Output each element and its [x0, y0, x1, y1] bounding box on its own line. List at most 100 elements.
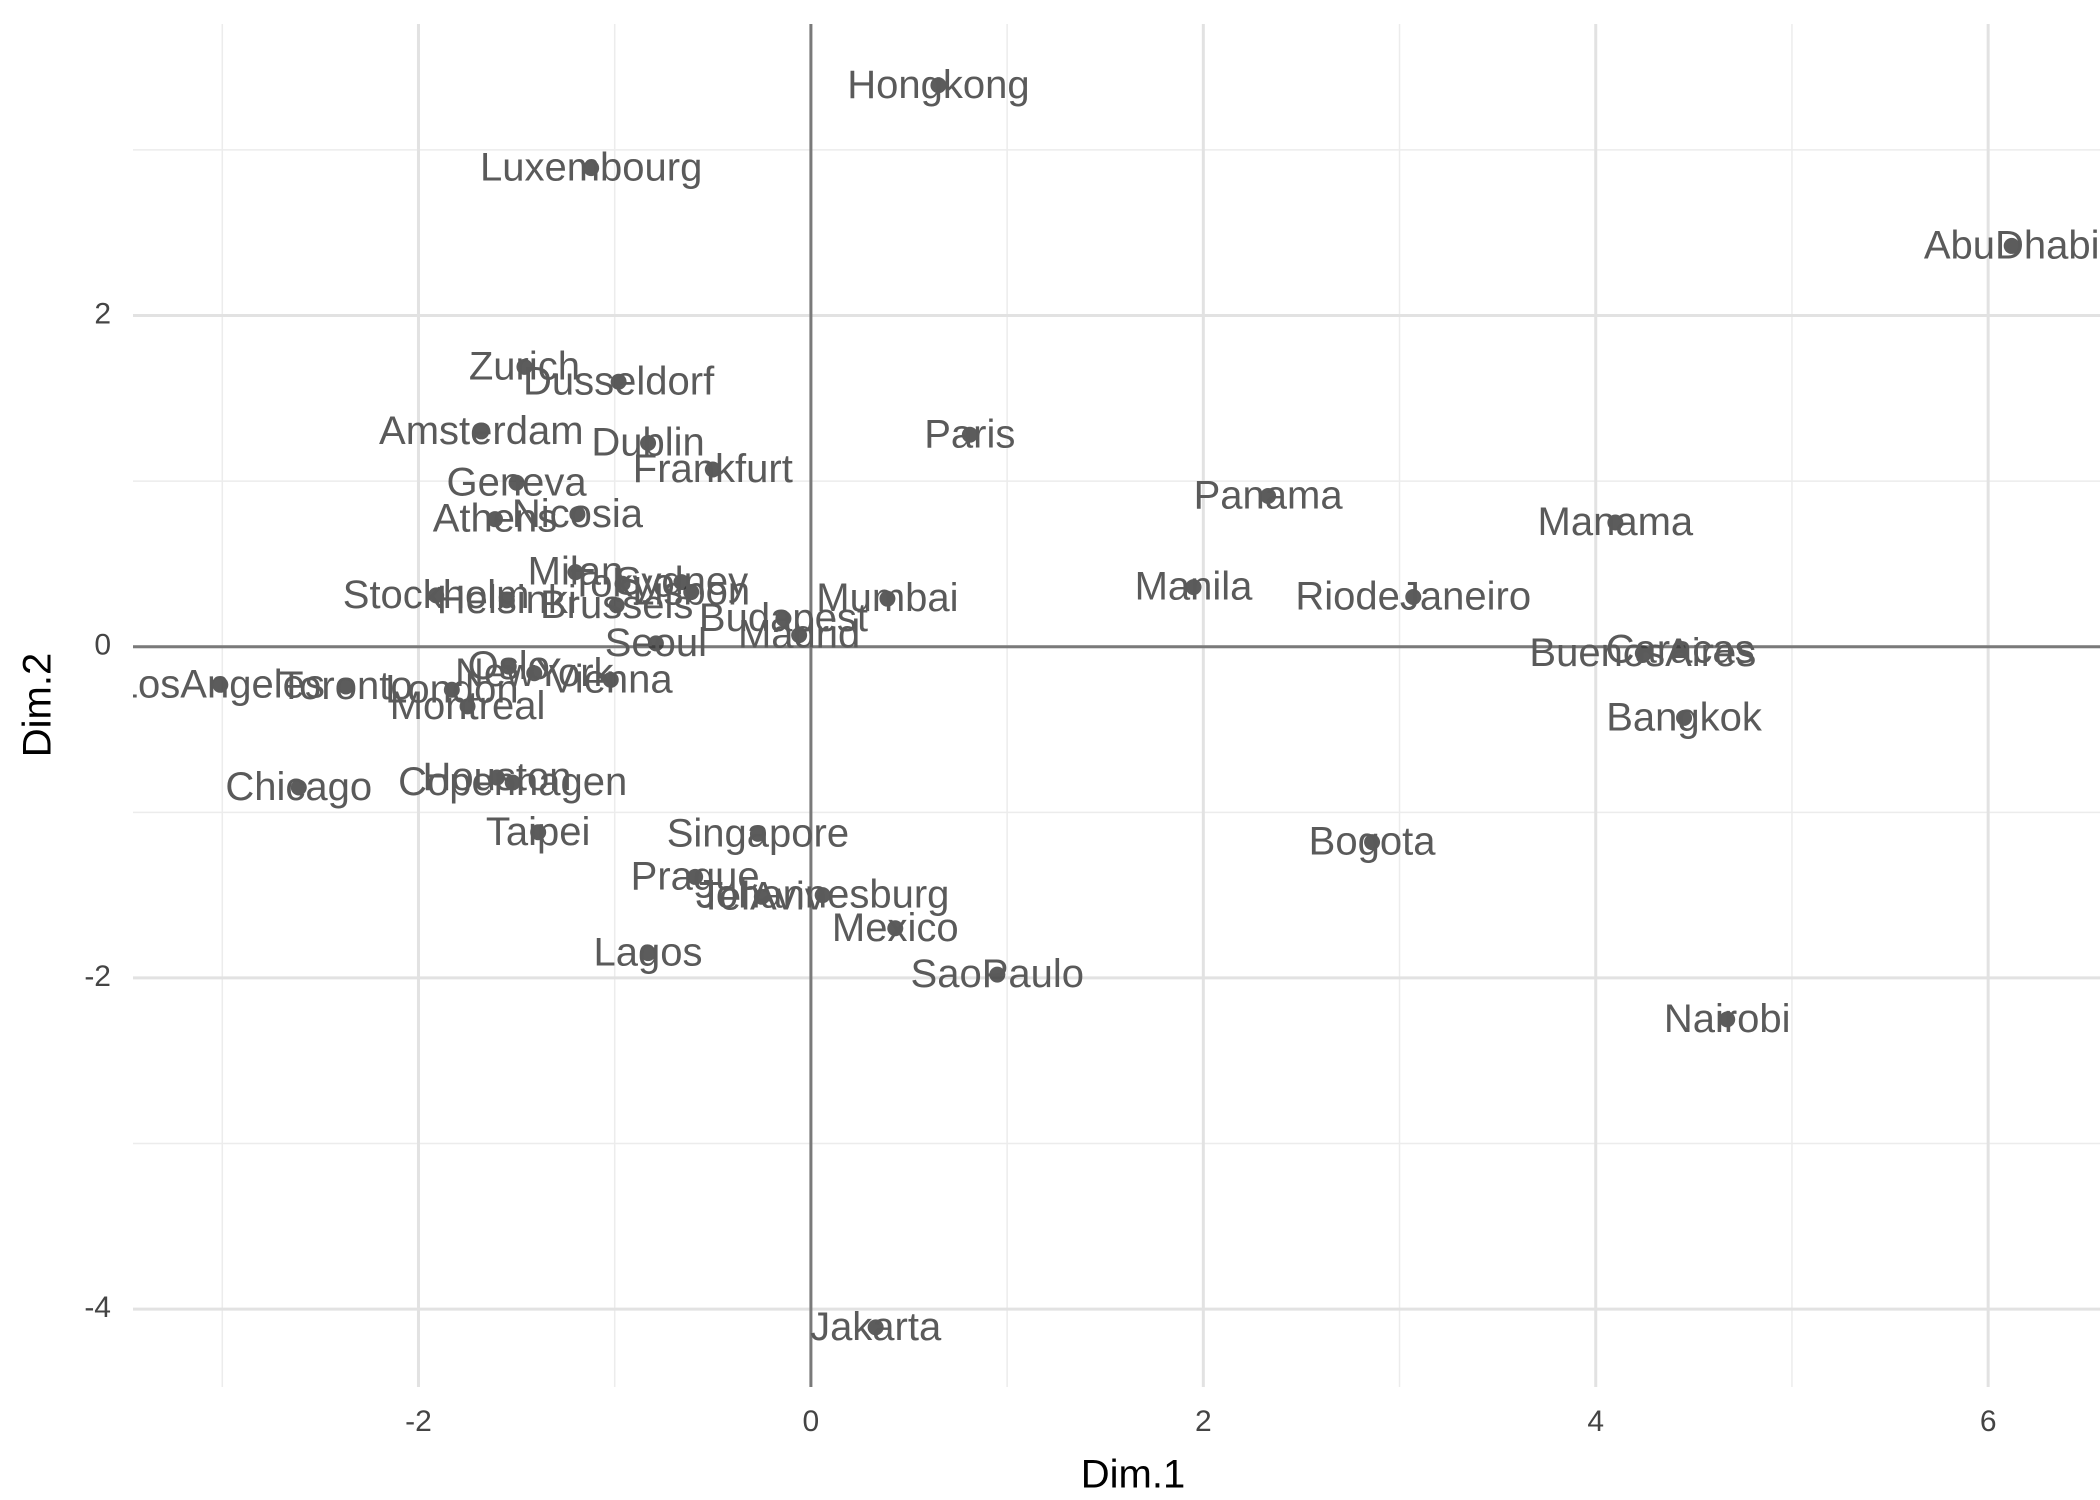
- point: [1185, 579, 1202, 596]
- x-tick-label: -2: [405, 1405, 432, 1438]
- point: [989, 966, 1006, 983]
- point: [569, 506, 586, 523]
- point: [753, 888, 770, 905]
- point-label: Copenhagen: [398, 760, 627, 804]
- point-label: Panama: [1194, 474, 1344, 518]
- point: [290, 779, 307, 796]
- point-label: Athens: [433, 497, 558, 541]
- point: [775, 610, 792, 627]
- y-tick-label: -4: [84, 1291, 111, 1324]
- x-tick-label: 6: [1980, 1405, 1997, 1438]
- point: [500, 658, 517, 675]
- point-label: Taipei: [486, 810, 591, 854]
- y-tick-label: 2: [94, 297, 111, 330]
- point: [530, 824, 547, 841]
- point-label: Geneva: [447, 460, 588, 504]
- point-label: RiodeJaneiro: [1295, 575, 1531, 619]
- point: [1672, 642, 1689, 659]
- point: [879, 590, 896, 607]
- point-label: Chicago: [225, 765, 372, 809]
- point: [508, 474, 525, 491]
- point: [930, 77, 947, 94]
- point-label: Manama: [1538, 500, 1694, 544]
- point-label: Amsterdam: [379, 409, 584, 453]
- point-label: Jakarta: [810, 1305, 942, 1349]
- point-label: SaoPaulo: [911, 952, 1084, 996]
- point: [610, 373, 627, 390]
- point: [749, 825, 766, 842]
- point-label: Oslo: [468, 644, 550, 688]
- point-label: TelAviv: [699, 874, 825, 918]
- y-axis-title: Dim.2: [16, 653, 60, 757]
- point-label: Caracas: [1606, 628, 1755, 672]
- point-label: Mexico: [832, 906, 959, 950]
- point: [2003, 237, 2020, 254]
- x-axis-title: Dim.1: [1081, 1453, 1185, 1497]
- point: [814, 887, 831, 904]
- point-label: Brussels: [540, 583, 693, 627]
- point-label: London: [385, 667, 518, 711]
- point: [1634, 645, 1651, 662]
- point-label: Luxembourg: [480, 146, 702, 190]
- point-label: Paris: [924, 412, 1015, 456]
- point: [583, 160, 600, 177]
- x-tick-label: 4: [1587, 1405, 1604, 1438]
- point-label: Manila: [1135, 565, 1254, 609]
- point: [1719, 1011, 1736, 1028]
- point-label: Lisbon: [632, 570, 750, 614]
- point: [602, 671, 619, 688]
- point-label: Lagos: [594, 931, 703, 975]
- point-label: LosAngeles: [116, 662, 325, 706]
- point-label: Bangkok: [1606, 695, 1763, 739]
- point: [504, 774, 521, 791]
- point: [791, 627, 808, 644]
- point: [673, 574, 690, 591]
- point-label: Sydney: [615, 560, 748, 604]
- point-label: Budapest: [699, 596, 868, 640]
- point-label: Helsinki: [437, 578, 577, 622]
- point: [1607, 514, 1624, 531]
- x-tick-label: 0: [803, 1405, 820, 1438]
- point: [526, 665, 543, 682]
- point: [961, 426, 978, 443]
- point-label: Milan: [528, 550, 624, 594]
- point: [1364, 834, 1381, 851]
- point: [1260, 487, 1277, 504]
- x-tick-label: 2: [1195, 1405, 1212, 1438]
- point-label: Prague: [631, 854, 760, 898]
- point: [867, 1319, 884, 1336]
- point: [443, 681, 460, 698]
- y-tick-label: -2: [84, 960, 111, 993]
- point-label: Tokyo: [570, 561, 675, 605]
- point: [428, 587, 445, 604]
- point-label: Dusseldorf: [523, 359, 715, 403]
- point-label: Montreal: [390, 684, 546, 728]
- point-label: Nairobi: [1664, 997, 1791, 1041]
- point: [473, 423, 490, 440]
- point: [608, 597, 625, 614]
- point-label: NewYork: [455, 651, 615, 695]
- point: [1676, 709, 1693, 726]
- point: [887, 920, 904, 937]
- point-label: Frankfurt: [633, 447, 793, 491]
- point: [704, 461, 721, 478]
- point-label: Hongkong: [847, 63, 1029, 107]
- point: [516, 358, 533, 375]
- point-label: Toronto: [279, 664, 412, 708]
- point: [614, 575, 631, 592]
- point-label: Zurich: [469, 344, 580, 388]
- point-label: Madrid: [738, 613, 860, 657]
- point-label: AbuDhabi: [1924, 223, 2100, 267]
- point-label: Seoul: [605, 621, 707, 665]
- point-label: Johannesburg: [696, 873, 950, 917]
- point: [683, 584, 700, 601]
- point: [640, 945, 657, 962]
- point: [498, 592, 515, 609]
- point: [488, 769, 505, 786]
- plot-area: Hongkong Luxembourg AbuDhabi ZurichDusseldo…: [116, 63, 2100, 1349]
- point: [567, 564, 584, 581]
- point: [337, 678, 354, 695]
- y-tick-label: 0: [94, 629, 111, 662]
- point-label: Mumbai: [816, 576, 958, 620]
